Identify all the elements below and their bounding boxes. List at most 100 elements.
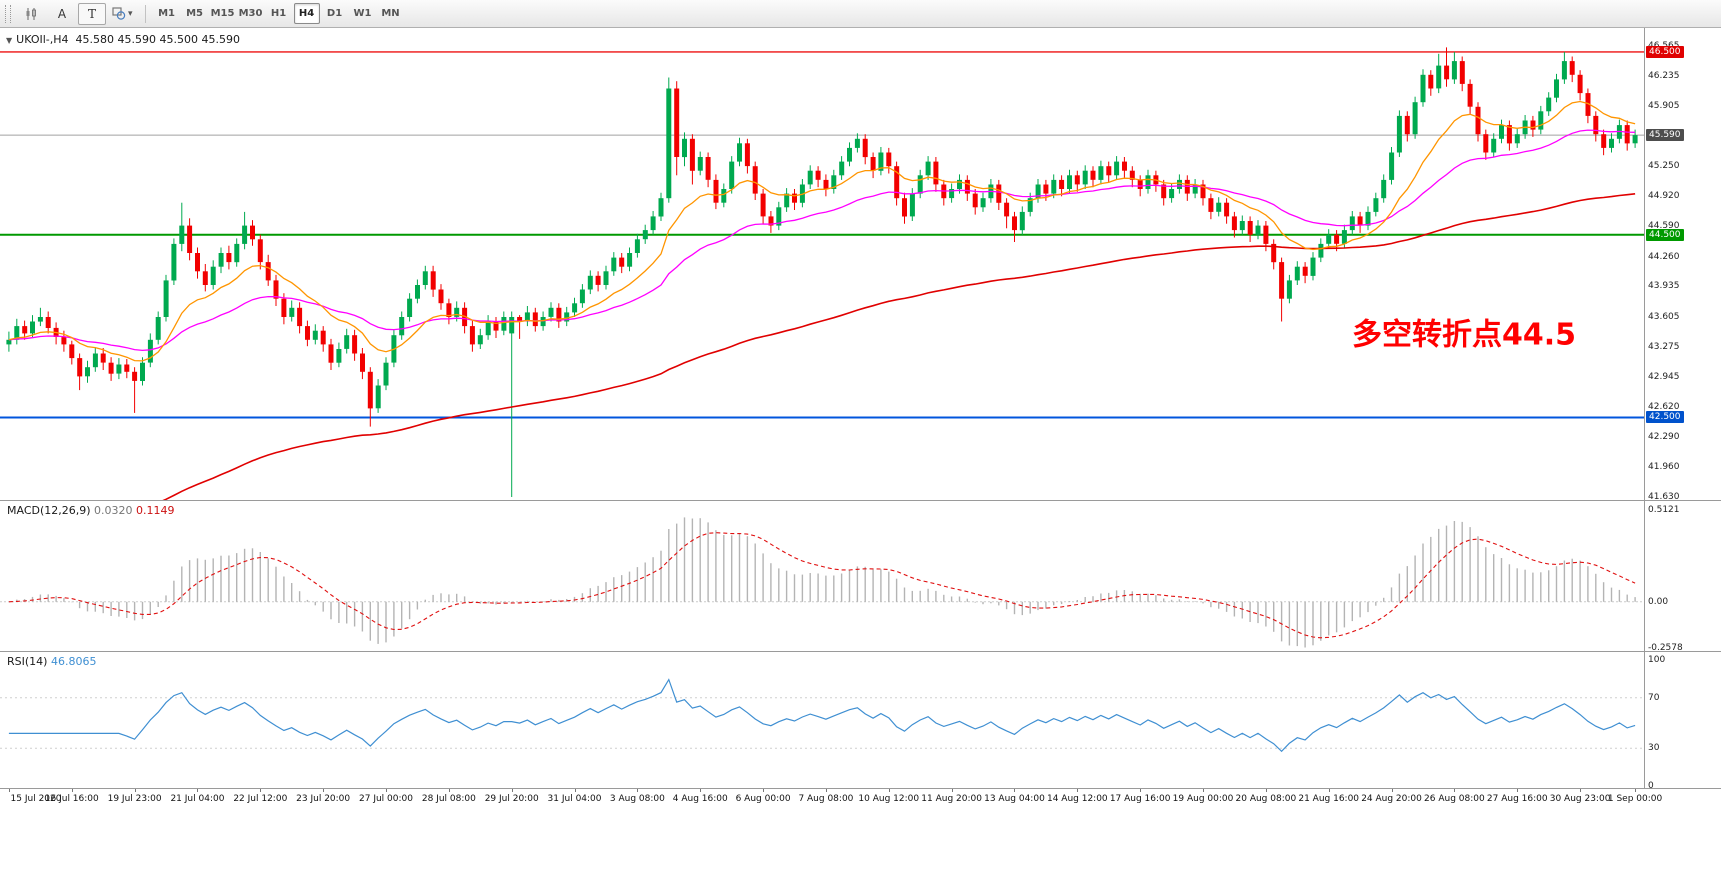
time-tick: [512, 789, 513, 792]
ma-fast-line: [8, 100, 1636, 362]
axis-tick-label: 70: [1648, 693, 1660, 703]
rsi-name: RSI(14): [7, 655, 48, 668]
macd-signal-line: [8, 532, 1636, 639]
time-label: 17 Aug 16:00: [1109, 794, 1171, 804]
timeframe-toolbar: M1 M5 M15 M30 H1 H4 D1 W1 MN: [154, 3, 404, 24]
time-tick: [1580, 789, 1581, 792]
axis-tick-label: 30: [1648, 743, 1660, 753]
timeframe-D1[interactable]: D1: [326, 8, 343, 19]
axis-tick-label: 43.935: [1648, 281, 1680, 291]
symbol-label: UKOIl-,H4: [16, 33, 69, 46]
time-label: 29 Jul 20:00: [484, 794, 539, 804]
time-label: 6 Aug 00:00: [735, 794, 791, 804]
panel-divider[interactable]: [0, 651, 1721, 652]
time-label: 28 Jul 08:00: [421, 794, 476, 804]
time-tick: [1140, 789, 1141, 792]
timeframe-H4[interactable]: H4: [293, 3, 320, 24]
annotate-button[interactable]: A: [57, 6, 67, 21]
rsi-chart[interactable]: [0, 652, 1644, 788]
timeframe-M5[interactable]: M5: [186, 8, 203, 19]
macd-signal-value: 0.1149: [136, 504, 175, 517]
chevron-down-icon: ▾: [128, 8, 133, 19]
time-tick: [1454, 789, 1455, 792]
time-axis[interactable]: 15 Jul 2020 16 Jul 16:00 19 Jul 23:00 21 Ju…: [0, 789, 1721, 811]
macd-main-value: 0.0320: [94, 504, 133, 517]
axis-tick-label: 0.00: [1648, 597, 1669, 607]
rsi-value: 46.8065: [50, 655, 97, 668]
time-label: 7 Aug 08:00: [798, 794, 854, 804]
ma-slow-line: [162, 193, 1636, 500]
rsi-label: RSI(14) 46.8065: [7, 655, 96, 668]
axis-tick-label: 44.260: [1648, 252, 1680, 262]
ohlc-values: 45.580 45.590 45.500 45.590: [75, 33, 240, 46]
shapes-dropdown[interactable]: ▾: [108, 3, 137, 25]
toolbar-grip[interactable]: [5, 4, 11, 23]
main-chart[interactable]: 多空转折点44.5: [0, 28, 1644, 500]
price-badge: 44.500: [1646, 229, 1684, 241]
time-label: 13 Aug 04:00: [984, 794, 1045, 804]
time-tick: [9, 789, 10, 792]
time-label: 20 Aug 08:00: [1235, 794, 1297, 804]
chart-annotation: 多空转折点44.5: [1352, 317, 1576, 352]
charts-button[interactable]: [18, 3, 46, 25]
price-axis[interactable]: 46.56546.23545.90545.25044.92044.59044.2…: [1646, 0, 1721, 894]
time-label: 31 Jul 04:00: [547, 794, 602, 804]
axis-tick-label: 46.235: [1648, 71, 1680, 81]
toolbar-separator: [144, 4, 146, 23]
macd-label: MACD(12,26,9) 0.0320 0.1149: [7, 504, 175, 517]
time-label: 27 Jul 00:00: [359, 794, 413, 804]
time-tick: [1266, 789, 1267, 792]
time-label: 10 Aug 12:00: [858, 794, 920, 804]
time-label: 3 Aug 08:00: [609, 794, 665, 804]
axis-tick-label: 44.590: [1648, 221, 1680, 231]
chevron-down-icon[interactable]: ▼: [6, 36, 13, 45]
time-tick: [197, 789, 198, 792]
time-label: 21 Jul 04:00: [170, 794, 225, 804]
time-label: 24 Aug 20:00: [1361, 794, 1422, 804]
price-badge: 42.500: [1646, 411, 1684, 423]
timeframe-M30[interactable]: M30: [238, 8, 263, 19]
axis-tick-label: 0: [1648, 781, 1654, 791]
chart-title: ▼ UKOIl-,H4 45.580 45.590 45.500 45.590: [6, 33, 240, 46]
time-tick: [72, 789, 73, 792]
price-axis-border: [1644, 28, 1645, 788]
text-tool-button[interactable]: T: [78, 2, 106, 25]
time-tick: [889, 789, 890, 792]
time-label: 27 Aug 16:00: [1486, 794, 1548, 804]
time-label: 16 Jul 16:00: [44, 794, 99, 804]
time-tick: [1203, 789, 1204, 792]
time-tick: [323, 789, 324, 792]
axis-tick-label: 43.275: [1648, 342, 1680, 352]
time-label: 19 Aug 00:00: [1172, 794, 1234, 804]
timeframe-W1[interactable]: W1: [353, 8, 372, 19]
shapes-icon: [112, 7, 126, 20]
time-tick: [1517, 789, 1518, 792]
axis-tick-label: 41.630: [1648, 492, 1680, 502]
time-tick: [1635, 789, 1636, 792]
candlestick-icon: [26, 7, 36, 20]
time-label: 19 Jul 23:00: [107, 794, 162, 804]
timeframe-H1[interactable]: H1: [270, 8, 287, 19]
time-tick: [1014, 789, 1015, 792]
time-tick: [952, 789, 953, 792]
axis-tick-label: 100: [1648, 655, 1666, 665]
time-tick: [260, 789, 261, 792]
time-tick: [135, 789, 136, 792]
time-tick: [1392, 789, 1393, 792]
axis-tick-label: 45.250: [1648, 161, 1680, 171]
time-tick: [637, 789, 638, 792]
timeframe-MN[interactable]: MN: [381, 8, 400, 19]
timeframe-M1[interactable]: M1: [158, 8, 175, 19]
time-label: 1 Sep 00:00: [1607, 794, 1663, 804]
time-label: 14 Aug 12:00: [1046, 794, 1108, 804]
timeframe-M15[interactable]: M15: [210, 8, 235, 19]
panel-divider[interactable]: [0, 500, 1721, 501]
candles: [6, 47, 1638, 497]
time-label: 22 Jul 12:00: [233, 794, 288, 804]
time-tick: [826, 789, 827, 792]
time-tick: [449, 789, 450, 792]
time-label: 4 Aug 16:00: [672, 794, 728, 804]
macd-chart[interactable]: [0, 501, 1644, 651]
rsi-line: [8, 678, 1636, 753]
